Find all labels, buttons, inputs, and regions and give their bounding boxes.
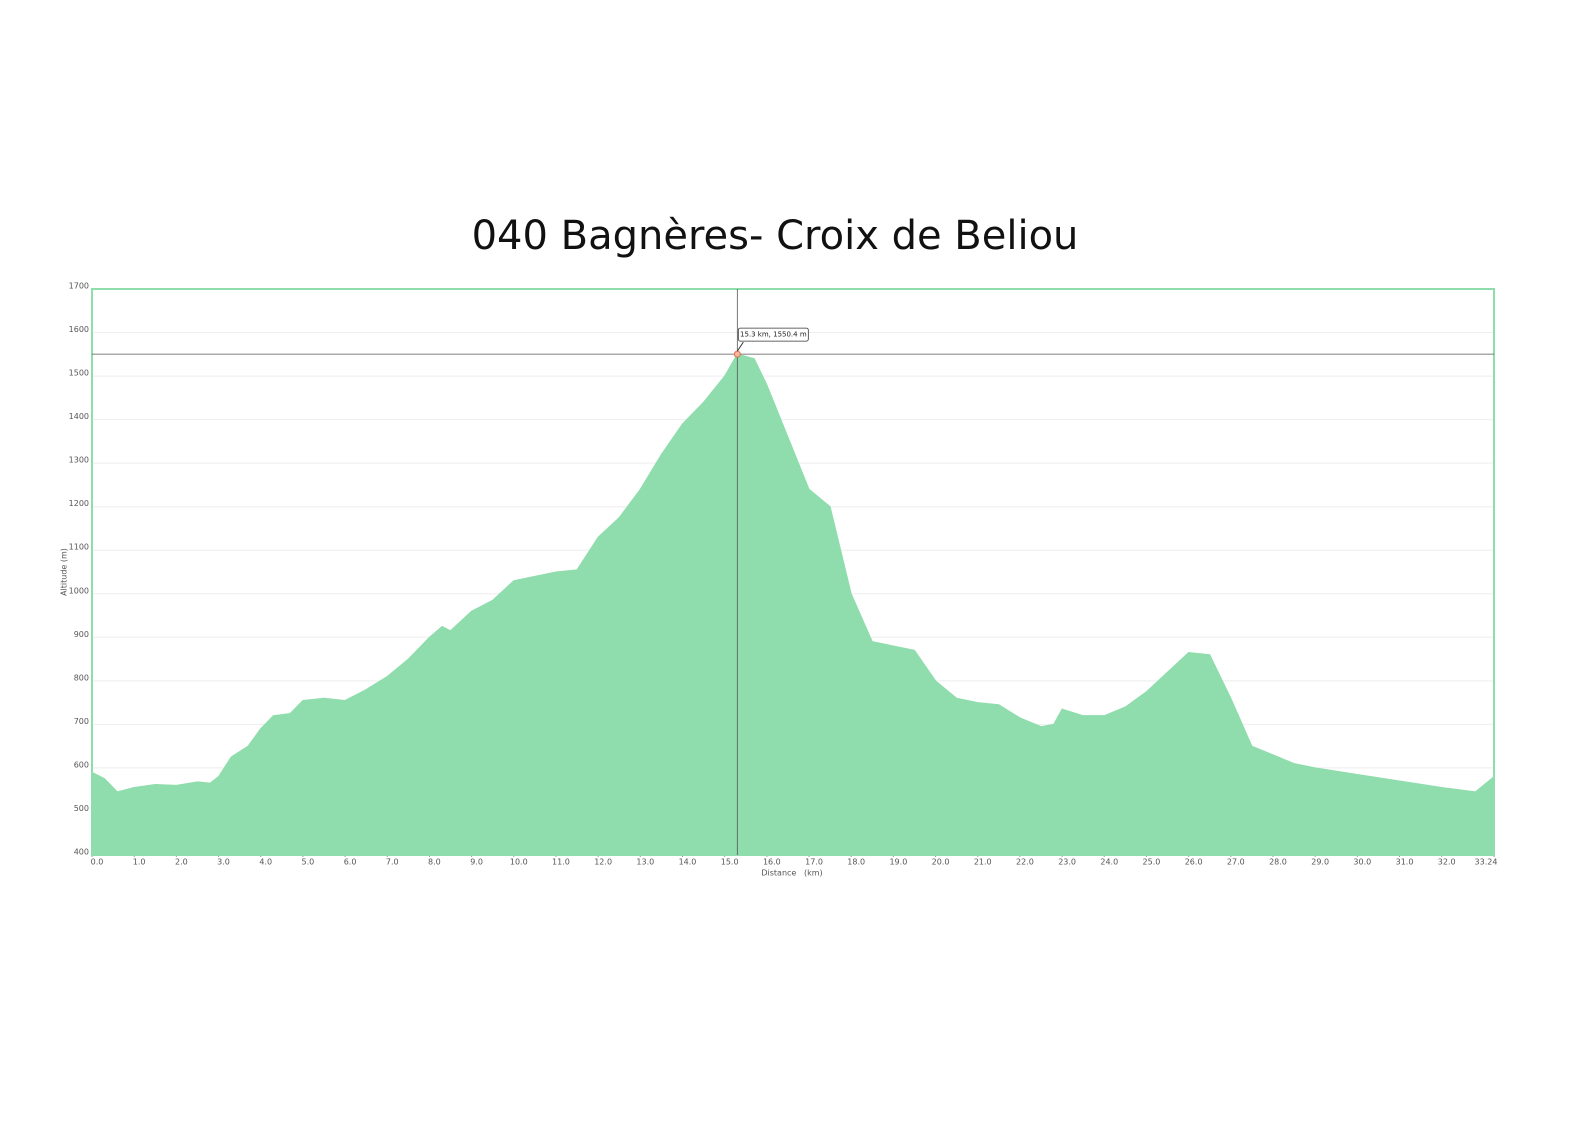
x-tick-label: 3.0 <box>217 858 230 867</box>
x-tick-label: 25.0 <box>1143 858 1161 867</box>
annotation-pointer <box>736 341 744 352</box>
y-tick-label: 800 <box>74 673 89 682</box>
x-axis-label: Distance (km) <box>761 869 822 878</box>
x-tick-label: 11.0 <box>552 858 570 867</box>
x-tick-label: 21.0 <box>974 858 992 867</box>
x-tick-label: 15.0 <box>721 858 739 867</box>
annotation-box <box>737 327 809 342</box>
annotation-text: 15.3 km, 1550.4 m <box>740 331 807 339</box>
plot-frame <box>91 288 1495 856</box>
x-tick-label: 27.0 <box>1227 858 1245 867</box>
x-tick-label: 23.0 <box>1058 858 1076 867</box>
y-tick-label: 1400 <box>69 412 89 421</box>
x-tick-label: 13.0 <box>636 858 654 867</box>
x-tick-label: 12.0 <box>594 858 612 867</box>
x-tick-label: 2.0 <box>175 858 188 867</box>
y-tick-label: 700 <box>74 717 89 726</box>
x-tick-label: 22.0 <box>1016 858 1034 867</box>
x-tick-label: 17.0 <box>805 858 823 867</box>
x-tick-label: 10.0 <box>510 858 528 867</box>
x-tick-label: 32.0 <box>1438 858 1456 867</box>
y-tick-label: 1700 <box>69 282 89 291</box>
y-tick-label: 600 <box>74 760 89 769</box>
y-tick-label: 1200 <box>69 499 89 508</box>
crosshair-point <box>733 350 741 358</box>
y-tick-label: 1600 <box>69 325 89 334</box>
y-tick-label: 900 <box>74 630 89 639</box>
x-tick-label: 28.0 <box>1269 858 1287 867</box>
x-tick-label: 31.0 <box>1396 858 1414 867</box>
x-tick-label: 26.0 <box>1185 858 1203 867</box>
x-tick-label: 1.0 <box>133 858 146 867</box>
x-tick-label: 9.0 <box>470 858 483 867</box>
y-tick-label: 1300 <box>69 456 89 465</box>
x-tick-label: 18.0 <box>847 858 865 867</box>
x-tick-label: 0.0 <box>91 858 104 867</box>
chart-title: 040 Bagnères- Croix de Beliou <box>472 213 1079 259</box>
x-tick-label: 5.0 <box>302 858 315 867</box>
x-tick-label: 6.0 <box>344 858 357 867</box>
x-tick-label: 8.0 <box>428 858 441 867</box>
x-tick-label: 4.0 <box>259 858 272 867</box>
x-tick-label: 16.0 <box>763 858 781 867</box>
x-tick-label: 29.0 <box>1311 858 1329 867</box>
x-tick-label: 24.0 <box>1100 858 1118 867</box>
x-tick-label: 19.0 <box>889 858 907 867</box>
elevation-area <box>91 353 1495 856</box>
y-tick-label: 1100 <box>69 543 89 552</box>
y-tick-label: 400 <box>74 848 89 857</box>
x-tick-label: 7.0 <box>386 858 399 867</box>
x-tick-label: 30.0 <box>1353 858 1371 867</box>
y-tick-label: 500 <box>74 804 89 813</box>
y-axis-label: Altitude (m) <box>60 548 69 596</box>
x-tick-label: 20.0 <box>932 858 950 867</box>
x-tick-label: 33.24 <box>1475 858 1498 867</box>
y-tick-label: 1500 <box>69 369 89 378</box>
y-tick-label: 1000 <box>69 586 89 595</box>
x-tick-label: 14.0 <box>679 858 697 867</box>
